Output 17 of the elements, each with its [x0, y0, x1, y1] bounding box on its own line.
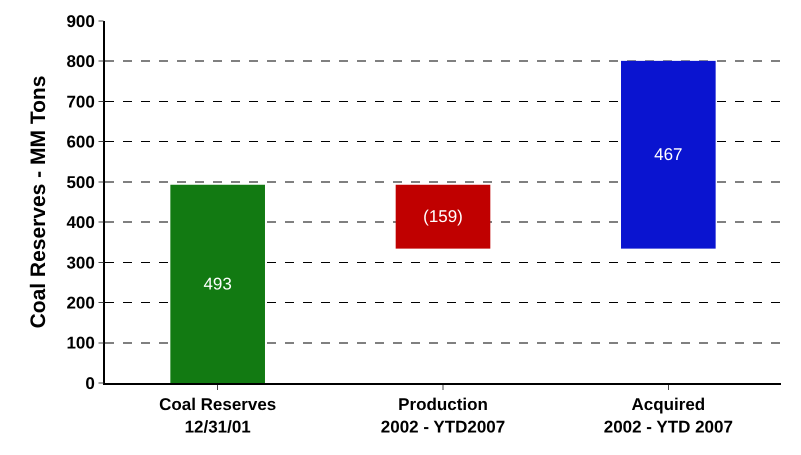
y-tick-label: 100 — [66, 334, 95, 353]
data-label: 467 — [654, 145, 683, 164]
y-tick-label: 800 — [66, 52, 95, 72]
y-tick-label: 200 — [66, 294, 95, 313]
y-tick-label: 600 — [66, 132, 95, 152]
x-tick-label: Coal Reserves 12/31/01 — [159, 395, 276, 436]
y-tick-label: 900 — [66, 12, 95, 31]
y-tick-label: 0 — [85, 374, 95, 393]
y-tick-label: 300 — [66, 253, 95, 272]
x-tick-label: Production 2002 - YTD2007 — [380, 395, 506, 436]
x-tick-label: Acquired 2002 - YTD 2007 — [604, 395, 733, 436]
y-tick-label: 400 — [66, 213, 95, 232]
data-label: 493 — [203, 274, 232, 294]
y-tick-label: 700 — [66, 92, 95, 112]
data-label: (159) — [423, 207, 463, 226]
y-tick-label: 500 — [66, 172, 95, 192]
y-axis-title: Coal Reserves - MM Tons — [27, 76, 50, 328]
